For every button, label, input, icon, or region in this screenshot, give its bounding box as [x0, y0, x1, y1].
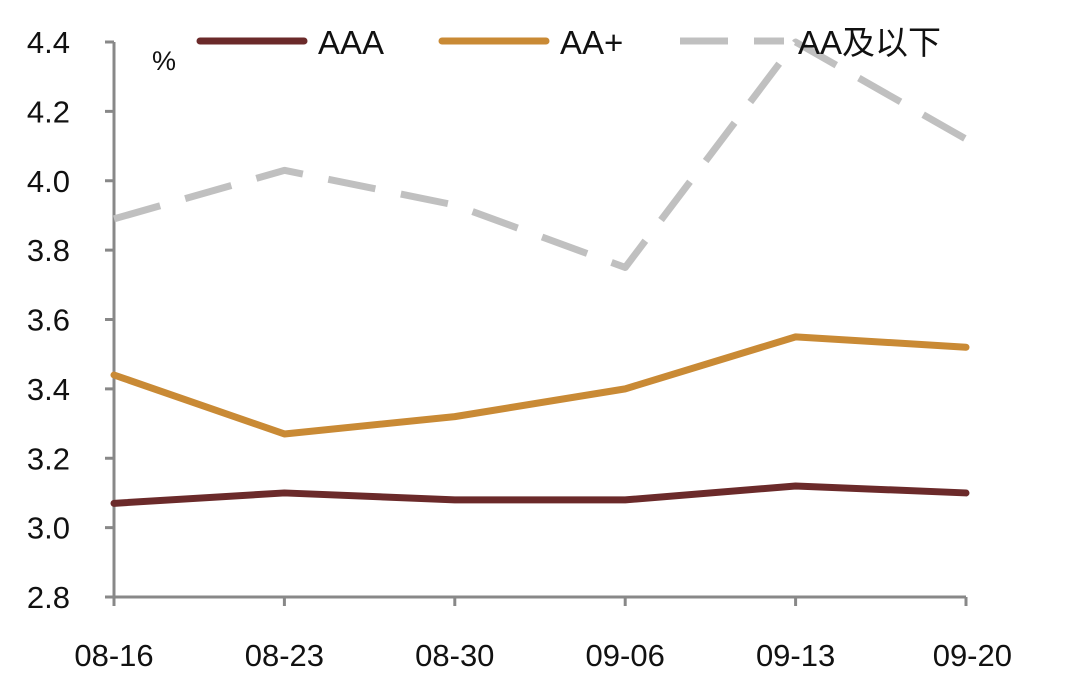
y-tick-label: 3.6: [27, 303, 70, 338]
y-tick-label: 3.4: [27, 372, 70, 407]
legend-label-1: AAA: [318, 24, 384, 61]
y-tick-label: 3.0: [27, 511, 70, 546]
legend-label-3: AA及以下: [798, 24, 941, 61]
series-layer: [110, 38, 970, 507]
series-line-1: [110, 482, 970, 507]
y-tick-label: 4.2: [27, 94, 70, 129]
legend: AAA AA+ AA及以下: [196, 24, 941, 61]
y-unit-label: %: [152, 46, 176, 76]
x-tick-label: 08-30: [415, 638, 494, 673]
x-tick-label: 09-13: [756, 638, 835, 673]
x-tick-label: 09-20: [933, 638, 1012, 673]
x-tick-label: 08-16: [74, 638, 153, 673]
x-tick-label: 09-06: [586, 638, 665, 673]
y-tick-label: 2.8: [27, 580, 70, 615]
series-line-2: [110, 333, 970, 438]
axes: [112, 42, 966, 599]
x-tick-label: 08-23: [245, 638, 324, 673]
y-ticks: 2.8 3.0 3.2 3.4 3.6 3.8 4.0 4.2 4.4: [27, 25, 114, 615]
legend-label-2: AA+: [560, 24, 623, 61]
y-tick-label: 4.4: [27, 25, 70, 60]
series-line-3: [113, 38, 968, 271]
y-tick-label: 3.2: [27, 441, 70, 476]
y-tick-label: 3.8: [27, 233, 70, 268]
y-tick-label: 4.0: [27, 164, 70, 199]
x-ticks: 08-16 08-23 08-30 09-06 09-13 09-20: [74, 597, 1012, 673]
